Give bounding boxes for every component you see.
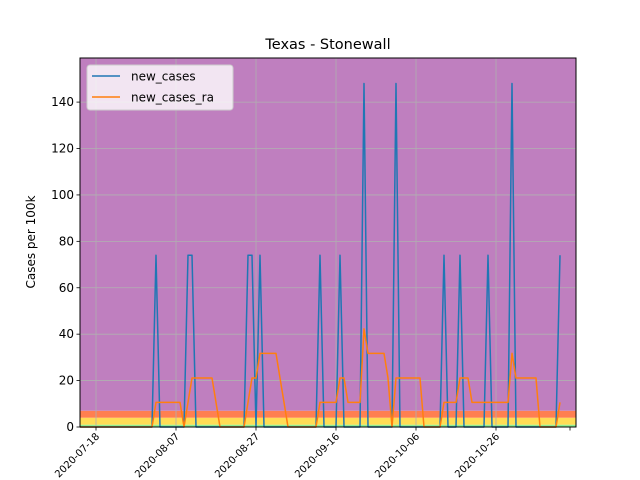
legend: new_cases new_cases_ra (86, 64, 234, 111)
risk-band-0 (80, 424, 576, 427)
risk-band-3 (80, 58, 576, 411)
chart-title: Texas - Stonewall (264, 37, 390, 53)
legend-label-new_cases_ra: new_cases_ra (131, 91, 214, 105)
risk-band-2 (80, 410, 576, 418)
y-tick-label-4: 80 (59, 234, 74, 248)
y-tick-label-1: 20 (59, 374, 74, 388)
risk-bands (80, 58, 576, 427)
y-axis-label: Cases per 100k (24, 195, 38, 288)
series-line-new_cases_ra (80, 328, 561, 428)
legend-box (86, 64, 234, 111)
x-tick-label-3: 2020-09-16 (293, 431, 342, 480)
y-tick-label-5: 100 (51, 188, 74, 202)
y-tick-label-6: 120 (51, 142, 74, 156)
risk-band-1 (80, 417, 576, 425)
x-tick-label-0: 2020-07-18 (53, 431, 102, 480)
x-tick-label-5: 2020-10-26 (453, 431, 502, 480)
x-tick-label-2: 2020-08-27 (213, 431, 262, 480)
x-tick-label-4: 2020-10-06 (373, 431, 422, 480)
y-tick-label-3: 60 (59, 281, 74, 295)
plot-frame (79, 57, 577, 428)
y-tick-label-0: 0 (66, 420, 74, 434)
legend-label-new_cases: new_cases (131, 70, 196, 84)
y-tick-label-2: 40 (59, 327, 74, 341)
y-tick-label-7: 140 (51, 95, 74, 109)
x-tick-label-1: 2020-08-07 (133, 431, 182, 480)
